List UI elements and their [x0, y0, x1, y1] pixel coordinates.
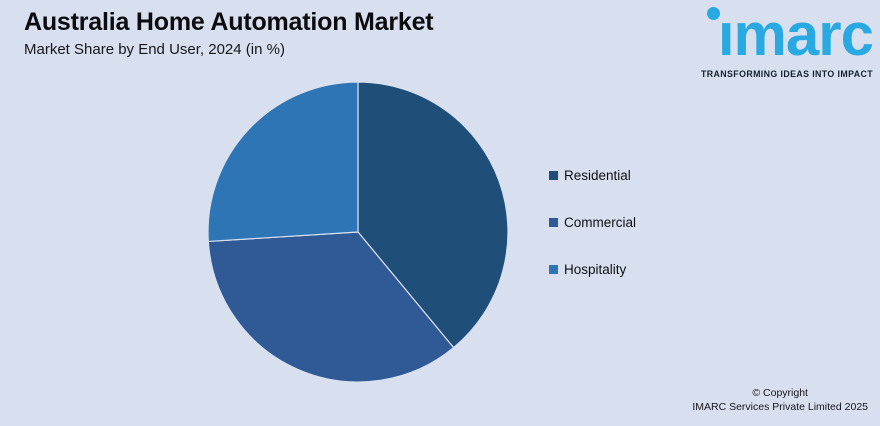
legend-label-residential: Residential [564, 167, 631, 183]
legend-item-commercial: Commercial [549, 212, 636, 232]
legend-swatch-residential [549, 170, 558, 180]
page-subtitle: Market Share by End User, 2024 (in %) [24, 41, 285, 58]
legend-item-residential: Residential [549, 165, 636, 185]
legend-swatch-commercial [549, 217, 558, 227]
legend-label-hospitality: Hospitality [564, 261, 627, 277]
pie-slice-hospitality [207, 81, 359, 243]
pie-chart-svg [207, 81, 509, 383]
pie-slice-commercial [207, 231, 455, 383]
page-title: Australia Home Automation Market [24, 8, 434, 36]
copyright-notice: © Copyright IMARC Services Private Limit… [692, 386, 868, 414]
legend-label-commercial: Commercial [564, 214, 637, 230]
copyright-line2: IMARC Services Private Limited 2025 [692, 400, 868, 413]
pie-slice-residential [357, 81, 509, 349]
imarc-wordmark: ımarc [717, 1, 874, 68]
pie-chart [203, 77, 513, 387]
imarc-logo: ımarc TRANSFORMING IDEAS INTO IMPACT [701, 0, 874, 80]
copyright-line1: © Copyright [752, 386, 808, 399]
legend-swatch-hospitality [549, 264, 558, 274]
legend-item-hospitality: Hospitality [549, 259, 636, 279]
legend: Residential Commercial Hospitality [549, 165, 636, 306]
imarc-logo-dot-icon [707, 7, 720, 20]
imarc-tagline: TRANSFORMING IDEAS INTO IMPACT [701, 69, 873, 79]
